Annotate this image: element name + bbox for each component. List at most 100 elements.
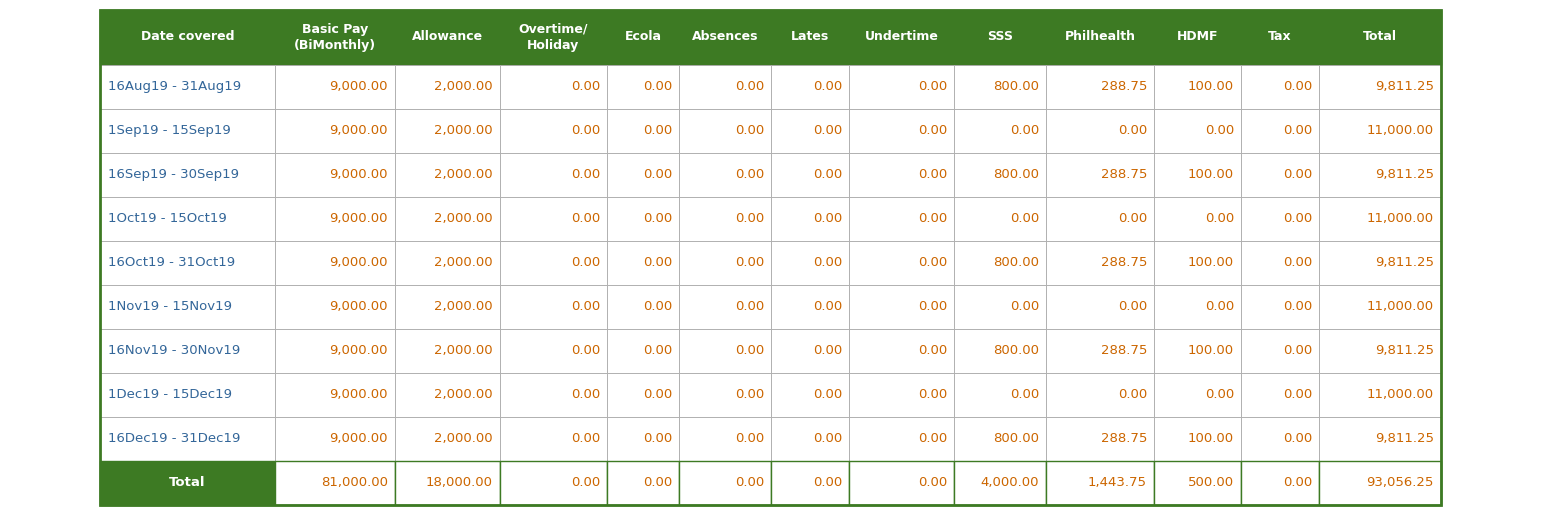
Text: 0.00: 0.00 bbox=[643, 300, 672, 313]
Text: 0.00: 0.00 bbox=[918, 256, 948, 269]
Bar bbox=[607, 461, 680, 505]
Text: 288.75: 288.75 bbox=[1100, 80, 1147, 93]
Text: 800.00: 800.00 bbox=[992, 256, 1039, 269]
Bar bbox=[849, 461, 954, 505]
Text: 0.00: 0.00 bbox=[1205, 124, 1234, 137]
Bar bbox=[770, 64, 849, 108]
Text: 0.00: 0.00 bbox=[643, 124, 672, 137]
Text: 0.00: 0.00 bbox=[812, 256, 841, 269]
Text: 0.00: 0.00 bbox=[1282, 212, 1311, 225]
Text: 9,000.00: 9,000.00 bbox=[330, 344, 388, 357]
Text: 0.00: 0.00 bbox=[1205, 300, 1234, 313]
Text: 0.00: 0.00 bbox=[1282, 300, 1311, 313]
Bar bbox=[680, 416, 770, 461]
Text: 0.00: 0.00 bbox=[570, 124, 599, 137]
Text: 0.00: 0.00 bbox=[1117, 212, 1147, 225]
Bar bbox=[394, 461, 499, 505]
Text: 0.00: 0.00 bbox=[735, 388, 764, 401]
Text: 0.00: 0.00 bbox=[1009, 388, 1039, 401]
Bar bbox=[274, 241, 394, 285]
Bar bbox=[499, 416, 607, 461]
Bar bbox=[1046, 241, 1154, 285]
Bar bbox=[954, 373, 1046, 416]
Bar bbox=[1154, 108, 1241, 153]
Bar bbox=[1154, 461, 1241, 505]
Bar bbox=[954, 328, 1046, 373]
Text: Basic Pay
(BiMonthly): Basic Pay (BiMonthly) bbox=[294, 23, 376, 51]
Bar bbox=[1241, 64, 1319, 108]
Bar bbox=[680, 196, 770, 241]
Bar bbox=[770, 285, 849, 328]
Bar bbox=[394, 9, 499, 64]
Bar bbox=[954, 196, 1046, 241]
Text: 0.00: 0.00 bbox=[918, 476, 948, 489]
Bar bbox=[1241, 9, 1319, 64]
Bar bbox=[1154, 64, 1241, 108]
Bar bbox=[954, 9, 1046, 64]
Bar bbox=[1046, 373, 1154, 416]
Text: 1Oct19 - 15Oct19: 1Oct19 - 15Oct19 bbox=[108, 212, 227, 225]
Bar bbox=[1319, 285, 1441, 328]
Bar bbox=[954, 461, 1046, 505]
Bar bbox=[1046, 285, 1154, 328]
Text: 800.00: 800.00 bbox=[992, 344, 1039, 357]
Text: 2,000.00: 2,000.00 bbox=[435, 124, 493, 137]
Text: 0.00: 0.00 bbox=[812, 300, 841, 313]
Text: 0.00: 0.00 bbox=[570, 432, 599, 445]
Bar bbox=[849, 373, 954, 416]
Text: 0.00: 0.00 bbox=[1009, 124, 1039, 137]
Text: 0.00: 0.00 bbox=[643, 80, 672, 93]
Bar bbox=[770, 416, 849, 461]
Bar bbox=[680, 373, 770, 416]
Text: Tax: Tax bbox=[1268, 30, 1291, 44]
Text: 0.00: 0.00 bbox=[1282, 80, 1311, 93]
Bar bbox=[1241, 153, 1319, 196]
Text: 0.00: 0.00 bbox=[570, 476, 599, 489]
Bar bbox=[954, 416, 1046, 461]
Bar bbox=[274, 285, 394, 328]
Bar bbox=[274, 108, 394, 153]
Text: 0.00: 0.00 bbox=[735, 124, 764, 137]
Bar bbox=[1154, 241, 1241, 285]
Text: 0.00: 0.00 bbox=[812, 168, 841, 181]
Bar bbox=[100, 241, 274, 285]
Bar bbox=[1154, 373, 1241, 416]
Text: 0.00: 0.00 bbox=[1117, 388, 1147, 401]
Bar bbox=[499, 108, 607, 153]
Bar bbox=[499, 64, 607, 108]
Bar bbox=[1046, 9, 1154, 64]
Text: 0.00: 0.00 bbox=[812, 432, 841, 445]
Bar bbox=[274, 196, 394, 241]
Text: 100.00: 100.00 bbox=[1188, 344, 1234, 357]
Text: 0.00: 0.00 bbox=[735, 80, 764, 93]
Bar bbox=[394, 241, 499, 285]
Text: Undertime: Undertime bbox=[865, 30, 938, 44]
Bar bbox=[680, 153, 770, 196]
Text: 0.00: 0.00 bbox=[918, 388, 948, 401]
Bar bbox=[394, 416, 499, 461]
Bar bbox=[499, 241, 607, 285]
Bar bbox=[1154, 153, 1241, 196]
Text: 0.00: 0.00 bbox=[812, 476, 841, 489]
Text: 11,000.00: 11,000.00 bbox=[1367, 388, 1435, 401]
Bar bbox=[1319, 328, 1441, 373]
Bar bbox=[770, 108, 849, 153]
Bar bbox=[100, 64, 274, 108]
Bar bbox=[274, 373, 394, 416]
Text: 9,811.25: 9,811.25 bbox=[1375, 344, 1435, 357]
Text: 0.00: 0.00 bbox=[570, 300, 599, 313]
Bar bbox=[1319, 416, 1441, 461]
Bar bbox=[499, 285, 607, 328]
Text: 0.00: 0.00 bbox=[643, 388, 672, 401]
Bar bbox=[1046, 196, 1154, 241]
Bar bbox=[499, 328, 607, 373]
Bar bbox=[1241, 285, 1319, 328]
Text: 0.00: 0.00 bbox=[1282, 124, 1311, 137]
Text: Philhealth: Philhealth bbox=[1065, 30, 1136, 44]
Text: 0.00: 0.00 bbox=[812, 344, 841, 357]
Bar bbox=[770, 373, 849, 416]
Bar bbox=[100, 461, 274, 505]
Bar bbox=[680, 328, 770, 373]
Text: 288.75: 288.75 bbox=[1100, 168, 1147, 181]
Bar bbox=[274, 9, 394, 64]
